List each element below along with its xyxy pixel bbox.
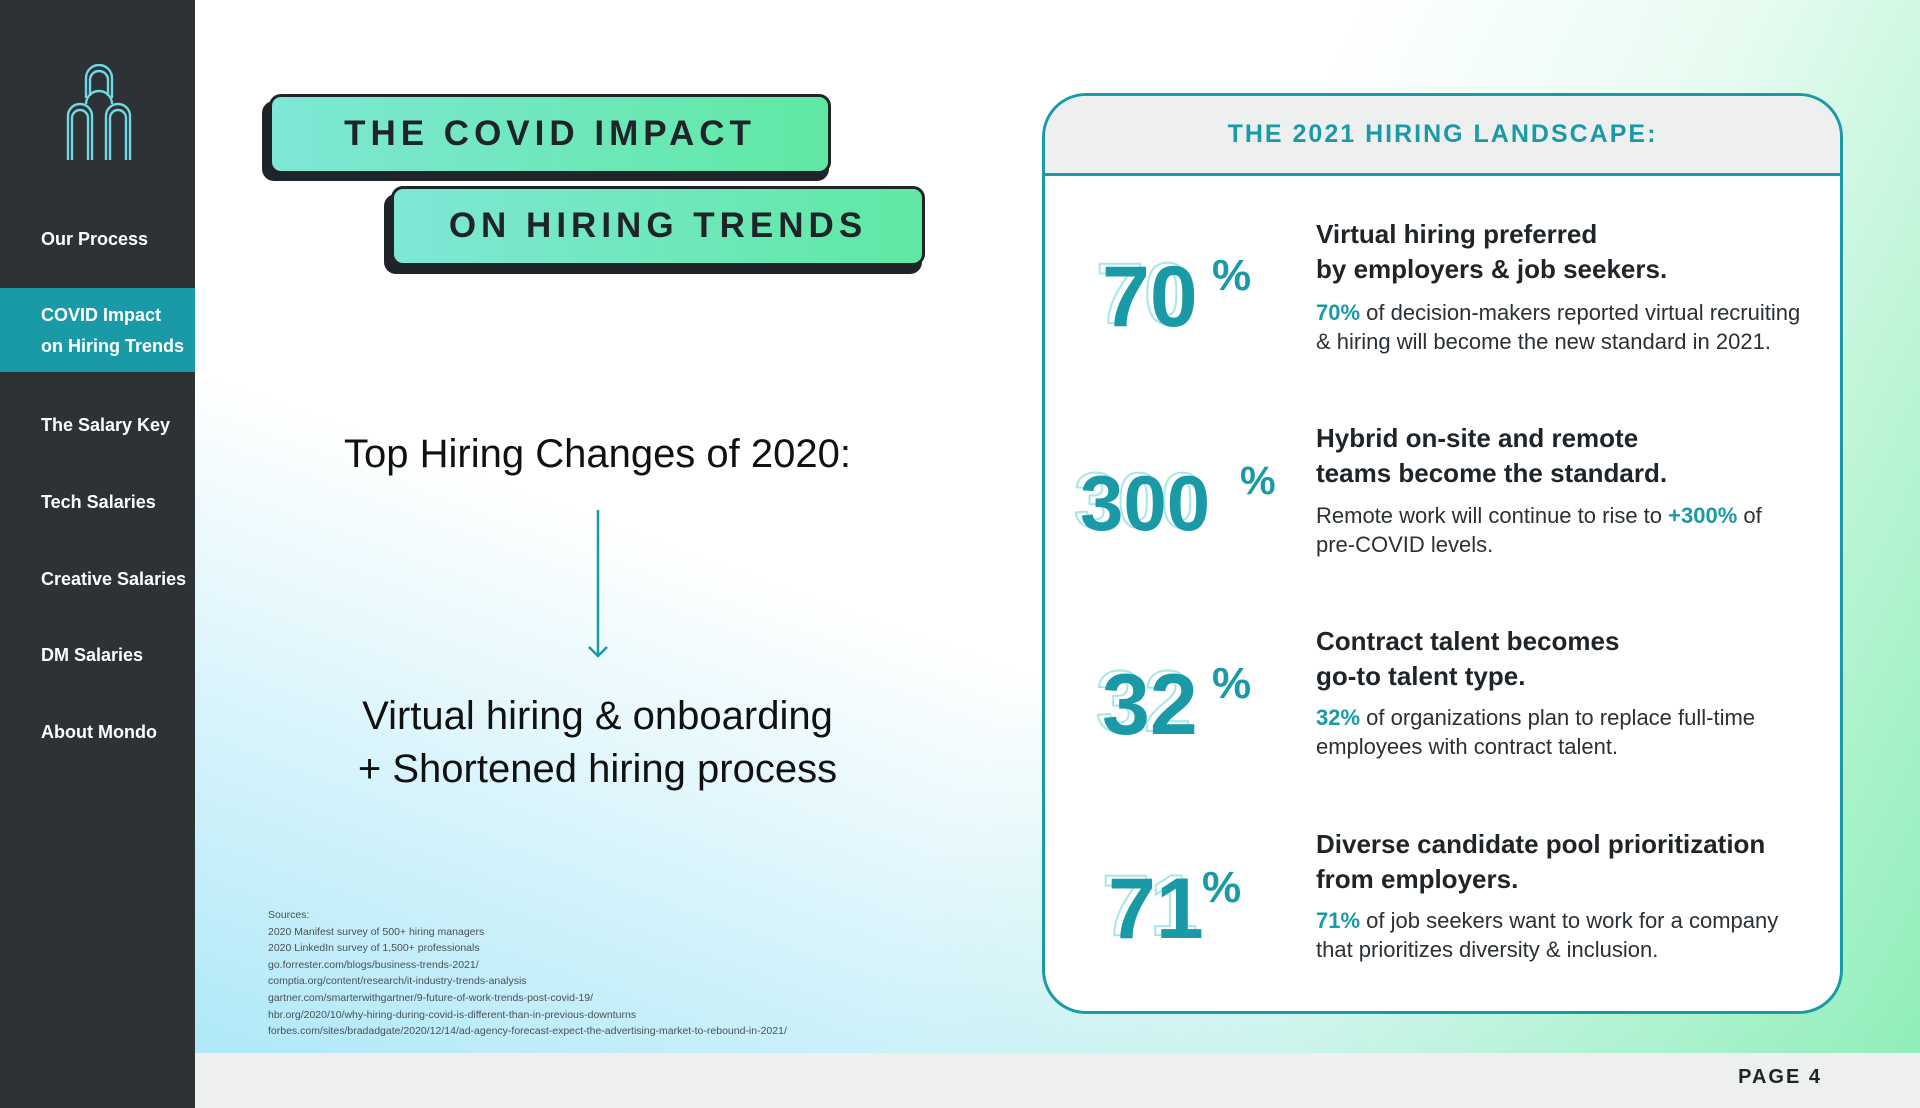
stat-title-hybrid-teams: Hybrid on-site and remote teams become t… (1316, 423, 1668, 488)
stat-desc-contract-talent: 32% of organizations plan to replace ful… (1316, 705, 1756, 759)
change-virtual-hiring: Virtual hiring & onboarding (362, 694, 833, 738)
svg-text:32: 32 (1096, 654, 1192, 750)
sidebar-item-about-mondo[interactable]: About Mondo (41, 722, 157, 742)
sources-list: Sources: 2020 Manifest survey of 500+ hi… (268, 907, 787, 1040)
stat-32-number: 32 32 % (1095, 653, 1251, 750)
svg-text:70: 70 (1096, 246, 1192, 342)
sidebar-item-dm-salaries[interactable]: DM Salaries (41, 645, 144, 665)
stat-title-diverse-candidates: Diverse candidate pool prioritization fr… (1316, 829, 1766, 894)
panel-heading: THE 2021 HIRING LANDSCAPE: (1045, 96, 1840, 176)
svg-text:300: 300 (1080, 459, 1210, 546)
source-item: hbr.org/2020/10/why-hiring-during-covid-… (268, 1008, 637, 1021)
mondo-logo-icon (66, 64, 132, 160)
stat-300-number: 300 300 % (1073, 455, 1276, 546)
footer-bar (195, 1053, 1920, 1108)
title-banner-1: THE COVID IMPACT (269, 94, 831, 174)
svg-text:70: 70 (1102, 249, 1198, 342)
arrow-down-icon (588, 510, 608, 658)
source-item: 2020 Manifest survey of 500+ hiring mana… (268, 925, 485, 938)
stat-title-contract-talent: Contract talent becomes go-to talent typ… (1316, 626, 1620, 691)
sidebar-item-creative-salaries[interactable]: Creative Salaries (41, 569, 187, 589)
change-shortened-process: + Shortened hiring process (357, 747, 838, 791)
source-item: comptia.org/content/research/it-industry… (268, 975, 527, 988)
svg-text:%: % (1202, 863, 1241, 912)
svg-text:71: 71 (1108, 861, 1204, 954)
stat-desc-virtual-hiring: 70% of decision-makers reported virtual … (1316, 300, 1801, 354)
source-item: forbes.com/sites/bradadgate/2020/12/14/a… (268, 1025, 787, 1038)
source-item: gartner.com/smarterwithgartner/9-future-… (268, 991, 594, 1004)
stat-70-number: 70 70 % (1095, 245, 1251, 342)
sources-label: Sources: (268, 909, 310, 921)
stat-71-number: 71 71 % (1101, 857, 1241, 954)
stat-desc-hybrid-teams: Remote work will continue to rise to +30… (1316, 503, 1762, 557)
title-banner-2: ON HIRING TRENDS (391, 186, 925, 266)
sidebar-item-covid-impact[interactable]: COVID Impact on Hiring Trends (0, 288, 195, 372)
page-number: PAGE 4 (1738, 1066, 1822, 1088)
svg-text:%: % (1240, 459, 1276, 503)
page-title-line1: THE COVID IMPACT (344, 114, 756, 153)
svg-text:%: % (1212, 251, 1251, 300)
sidebar-item-tech-salaries[interactable]: Tech Salaries (41, 492, 156, 512)
hiring-landscape-panel: THE 2021 HIRING LANDSCAPE: (1042, 93, 1843, 1014)
sidebar-item-our-process[interactable]: Our Process (41, 229, 149, 249)
svg-text:%: % (1212, 659, 1251, 708)
svg-text:300: 300 (1074, 456, 1204, 544)
sidebar: Our Process COVID Impact on Hiring Trend… (0, 0, 195, 1108)
hiring-changes: Virtual hiring & onboarding + Shortened … (250, 690, 945, 796)
svg-text:32: 32 (1102, 657, 1198, 750)
page-title-line2: ON HIRING TRENDS (448, 206, 868, 245)
svg-text:71: 71 (1102, 858, 1198, 954)
stat-title-virtual-hiring: Virtual hiring preferred by employers & … (1316, 219, 1668, 284)
source-item: 2020 LinkedIn survey of 1,500+ professio… (268, 942, 480, 955)
top-changes-heading: Top Hiring Changes of 2020: (344, 432, 851, 476)
sidebar-item-salary-key[interactable]: The Salary Key (41, 415, 171, 435)
source-item: go.forrester.com/blogs/business-trends-2… (268, 958, 479, 971)
stat-desc-diverse-candidates: 71% of job seekers want to work for a co… (1316, 908, 1779, 962)
